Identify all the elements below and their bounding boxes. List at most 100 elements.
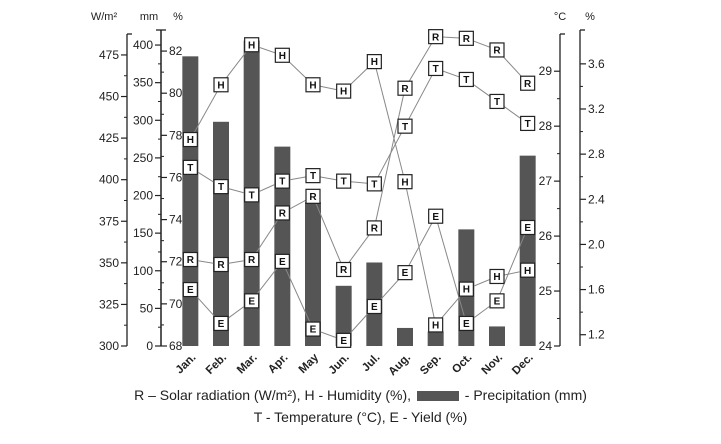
marker-R-6: R — [366, 220, 382, 236]
axis-3-label-1: 25 — [539, 284, 553, 298]
marker-T-5: T — [336, 173, 352, 189]
marker-letter-E-0: E — [187, 285, 194, 296]
month-label-2: Mar. — [235, 352, 260, 377]
legend-precipitation: - Precipitation (mm) — [464, 387, 587, 403]
marker-box-R-9 — [458, 30, 474, 46]
marker-box-R-1 — [213, 256, 229, 273]
axis-4-label-4: 2.8 — [588, 147, 605, 161]
marker-H-1: H — [213, 77, 229, 93]
marker-letter-H-7: H — [401, 177, 408, 188]
axis-2-label-4: 76 — [169, 170, 183, 184]
axis-4-label-2: 2.0 — [588, 237, 605, 251]
marker-E-10: E — [489, 293, 505, 309]
series-markers: R R R R R R R R R R R R H H H H H H H H H H H H T T T T T T T T T T T T E E E E… — [182, 29, 536, 348]
marker-letter-H-11: H — [524, 266, 531, 277]
axis-unit-3: °C — [554, 11, 566, 23]
month-labels: Jan. Feb. Mar. Apr. May Jun. Jul. Aug. Sep. Oct. N… — [174, 351, 536, 378]
marker-E-3: E — [274, 253, 290, 269]
legend-line-1: R – Solar radiation (W/m²), H - Humidity… — [0, 387, 721, 403]
marker-letter-E-9: E — [463, 319, 470, 330]
marker-box-R-2 — [244, 251, 260, 268]
marker-box-H-3 — [274, 47, 290, 63]
axis-0-label-3: 375 — [99, 214, 119, 228]
marker-R-10: R — [489, 42, 505, 58]
marker-E-0: E — [182, 281, 198, 298]
marker-E-9: E — [458, 315, 474, 332]
axis-1-label-4: 200 — [133, 189, 153, 203]
marker-box-H-4 — [305, 77, 321, 93]
marker-letter-H-5: H — [340, 87, 347, 98]
marker-letter-E-4: E — [310, 325, 317, 336]
axis-0-label-7: 475 — [99, 48, 119, 62]
marker-box-H-9 — [458, 281, 474, 297]
axis-2-label-6: 80 — [169, 86, 183, 100]
marker-box-T-10 — [489, 93, 505, 110]
marker-R-7: R — [397, 80, 413, 96]
marker-box-T-9 — [458, 71, 474, 88]
marker-T-9: T — [458, 71, 474, 88]
marker-R-5: R — [336, 261, 352, 278]
precipitation-bars — [182, 40, 536, 347]
marker-box-H-2 — [244, 37, 260, 53]
marker-box-R-6 — [366, 220, 382, 236]
marker-T-3: T — [274, 173, 290, 189]
marker-letter-R-10: R — [493, 46, 501, 57]
axis-1-label-6: 300 — [133, 113, 153, 127]
marker-letter-H-10: H — [493, 272, 500, 283]
marker-letter-R-2: R — [248, 255, 256, 266]
axis-1-label-0: 0 — [146, 339, 153, 353]
marker-box-E-11 — [520, 219, 536, 236]
marker-letter-R-6: R — [371, 224, 379, 235]
marker-H-11: H — [520, 262, 536, 278]
marker-box-T-1 — [213, 179, 229, 195]
axis-1-label-5: 250 — [133, 151, 153, 165]
marker-letter-R-3: R — [279, 209, 287, 220]
marker-letter-H-3: H — [279, 51, 286, 62]
marker-letter-R-1: R — [217, 260, 225, 271]
marker-box-E-0 — [182, 281, 198, 298]
marker-box-E-8 — [428, 208, 444, 224]
marker-letter-T-7: T — [402, 122, 408, 133]
marker-letter-R-8: R — [432, 32, 440, 43]
marker-letter-H-6: H — [371, 57, 378, 68]
marker-letter-H-1: H — [217, 80, 224, 91]
marker-H-10: H — [489, 268, 505, 285]
marker-letter-T-10: T — [494, 97, 500, 108]
marker-H-2: H — [244, 37, 260, 53]
marker-box-H-5 — [336, 83, 352, 99]
marker-T-11: T — [520, 115, 536, 132]
marker-letter-R-9: R — [463, 34, 471, 45]
marker-box-E-5 — [336, 332, 352, 348]
axis-0-label-1: 325 — [99, 297, 119, 311]
axis-unit-1: mm — [140, 11, 158, 23]
marker-letter-T-11: T — [525, 119, 531, 130]
month-label-9: Oct. — [450, 352, 474, 376]
month-label-5: Jun. — [327, 352, 352, 377]
marker-box-H-10 — [489, 268, 505, 285]
marker-letter-T-5: T — [341, 177, 347, 188]
axis-2-label-5: 78 — [169, 128, 183, 142]
marker-letter-R-4: R — [309, 192, 317, 203]
marker-box-H-11 — [520, 262, 536, 278]
axis-4-label-3: 2.4 — [588, 192, 605, 206]
marker-box-E-3 — [274, 253, 290, 269]
series-line-T — [190, 67, 528, 196]
marker-letter-E-5: E — [340, 336, 347, 347]
marker-letter-R-7: R — [401, 84, 409, 95]
axis-3-label-3: 27 — [539, 174, 553, 188]
marker-H-0: H — [182, 131, 198, 148]
marker-box-E-6 — [366, 298, 382, 315]
marker-box-E-4 — [305, 321, 321, 337]
precipitation-bar-5 — [335, 285, 352, 346]
month-label-1: Feb. — [204, 352, 229, 377]
axis-4-label-5: 3.2 — [588, 102, 605, 116]
marker-T-6: T — [366, 176, 382, 192]
precipitation-bar-11 — [519, 155, 536, 346]
marker-letter-T-9: T — [463, 75, 469, 86]
marker-box-T-8 — [428, 60, 444, 77]
series-line-R — [190, 36, 529, 271]
marker-H-3: H — [274, 47, 290, 63]
marker-box-H-7 — [397, 174, 413, 190]
marker-box-R-10 — [489, 42, 505, 58]
marker-box-E-2 — [244, 293, 260, 309]
